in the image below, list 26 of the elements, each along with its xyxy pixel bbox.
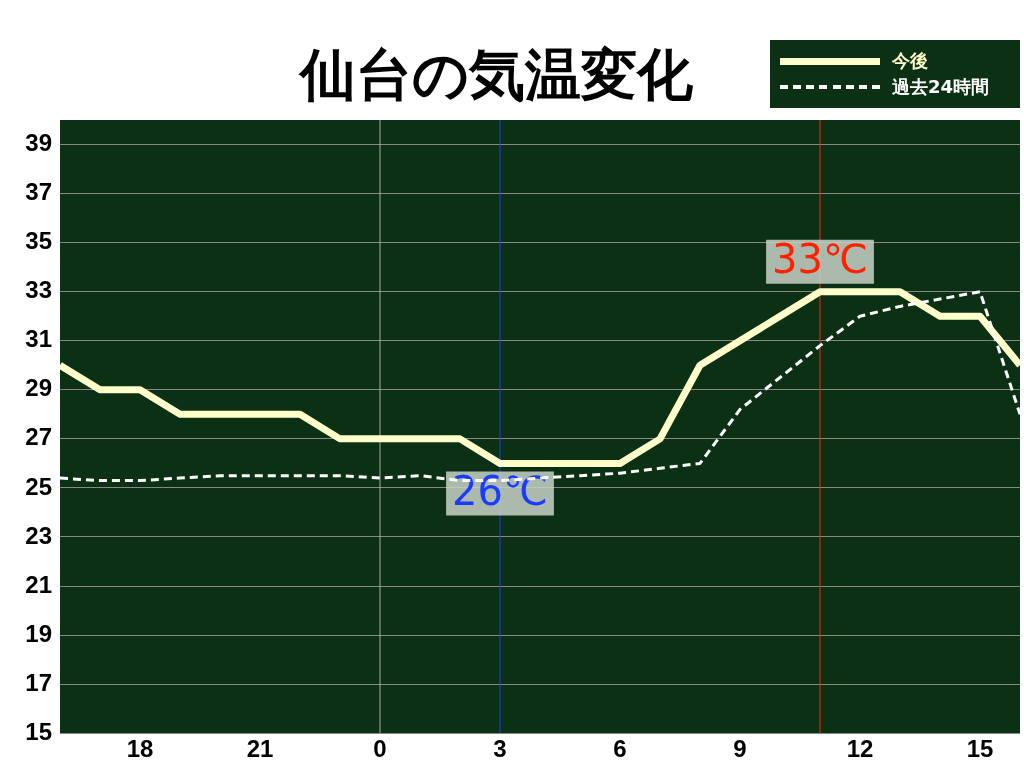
- y-tick-label: 31: [25, 325, 52, 353]
- y-tick-label: 33: [25, 276, 52, 304]
- x-tick-label: 6: [613, 735, 627, 763]
- x-tick-label: 9: [733, 735, 747, 763]
- y-tick-label: 37: [25, 178, 52, 206]
- legend-label: 過去24時間: [892, 75, 990, 99]
- y-tick-label: 35: [25, 227, 52, 255]
- y-tick-label: 39: [25, 129, 52, 157]
- chart-title: 仙台の気温変化: [300, 41, 693, 109]
- y-tick-label: 29: [25, 374, 52, 402]
- y-tick-label: 15: [25, 717, 52, 745]
- text: 今後: [892, 49, 928, 73]
- x-tick-label: 15: [966, 735, 994, 763]
- y-tick-label: 27: [25, 423, 52, 451]
- annotation: 33℃: [772, 236, 868, 283]
- y-tick-label: 23: [25, 521, 52, 549]
- x-tick-label: 12: [846, 735, 874, 763]
- annotation: 26℃: [452, 467, 548, 514]
- y-tick-label: 19: [25, 619, 52, 647]
- y-tick-label: 21: [25, 570, 52, 598]
- x-tick-label: 18: [126, 735, 154, 763]
- y-tick-label: 25: [25, 472, 52, 500]
- y-tick-label: 17: [25, 668, 52, 696]
- x-tick-label: 21: [246, 735, 274, 763]
- x-tick-label: 3: [493, 735, 507, 763]
- x-tick-label: 0: [373, 735, 387, 763]
